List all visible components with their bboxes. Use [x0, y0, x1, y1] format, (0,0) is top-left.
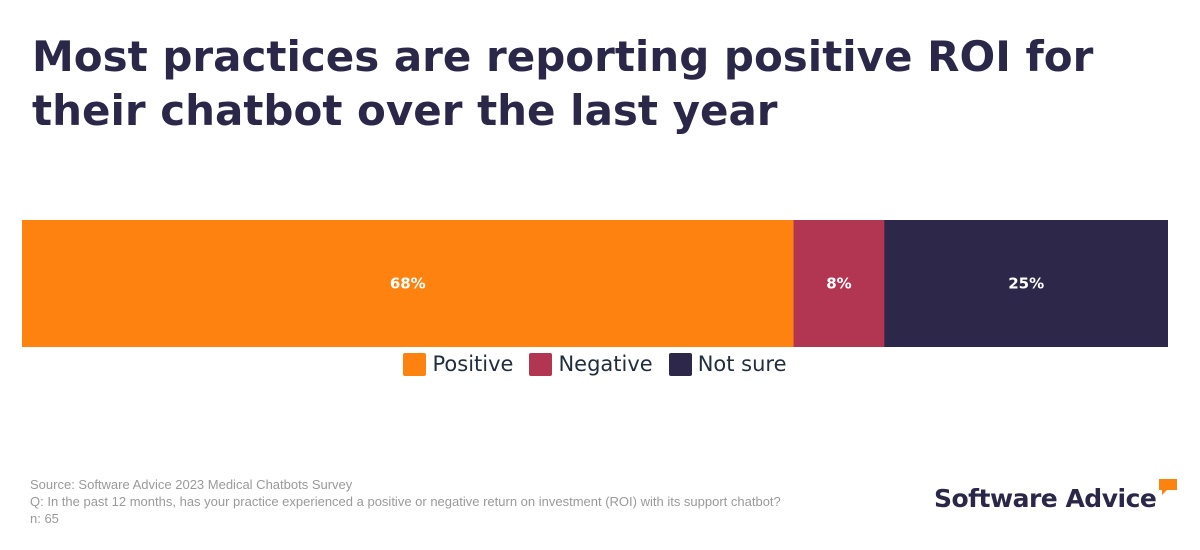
sample-size: n: 65: [30, 511, 59, 526]
legend-swatch-not-sure: [668, 352, 692, 376]
legend-swatch-negative: [529, 352, 553, 376]
source-note: Source: Software Advice 2023 Medical Cha…: [30, 477, 353, 492]
data-label-negative: 8%: [826, 275, 851, 293]
legend-label-not-sure: Not sure: [697, 352, 787, 376]
legend-label-positive: Positive: [432, 352, 514, 376]
bar-segment-positive: [22, 220, 795, 347]
data-label-positive: 68%: [390, 275, 426, 293]
survey-question: Q: In the past 12 months, has your pract…: [30, 494, 781, 509]
speech-bubble-icon: [1159, 479, 1178, 495]
chart-title: Most practices are reporting positive RO…: [32, 32, 1094, 135]
legend-item-negative: Negative: [529, 352, 653, 376]
chart-legend: Positive Negative Not sure: [0, 352, 1190, 376]
legend-swatch-positive: [403, 352, 427, 376]
legend-item-positive: Positive: [403, 352, 513, 376]
chart-footer: Source: Software Advice 2023 Medical Cha…: [30, 476, 781, 527]
brand-name: Software Advice: [934, 484, 1157, 513]
bar-segment-negative: [793, 220, 885, 347]
legend-label-negative: Negative: [558, 352, 653, 376]
brand-logo: Software Advice: [934, 479, 1179, 513]
legend-item-not-sure: Not sure: [668, 352, 787, 376]
bar-segment-not-sure: [884, 220, 1168, 347]
data-label-not-sure: 25%: [1008, 275, 1044, 293]
